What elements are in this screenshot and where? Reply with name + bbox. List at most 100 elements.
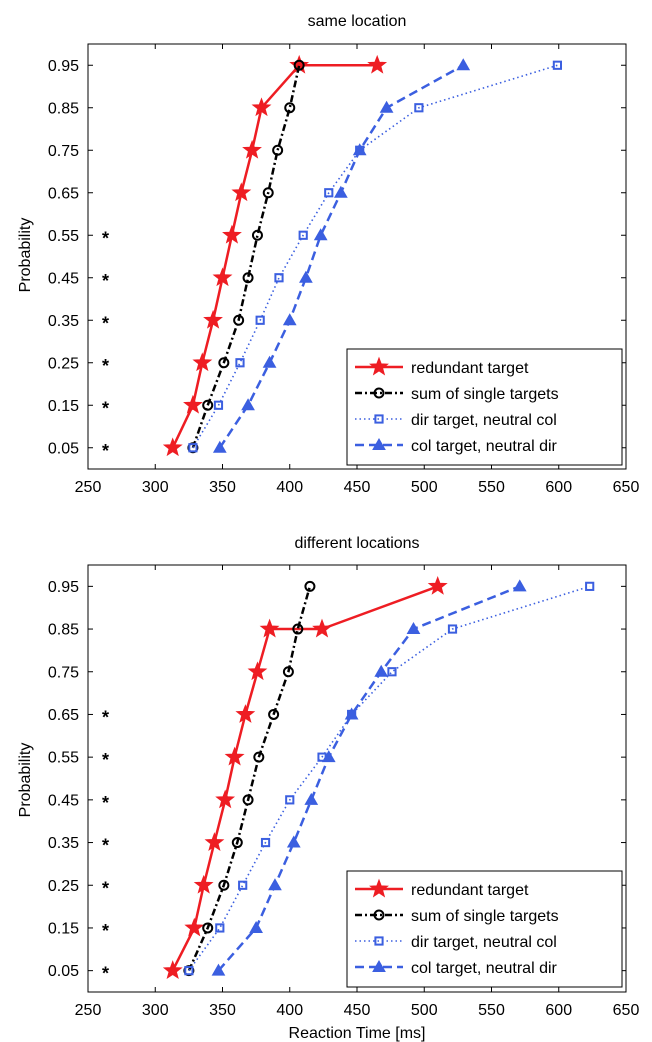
top-legend-redundant-target-point xyxy=(369,356,389,376)
top-col-target-neutral-dir-point xyxy=(333,185,348,198)
top-significance-mark: * xyxy=(102,271,109,291)
bottom-dir-target-neutral-col-point xyxy=(285,795,295,805)
bottom-dir-target-neutral-col-point xyxy=(447,624,458,634)
top-dir-target-neutral-col-point xyxy=(274,273,284,283)
top-redundant-target-point xyxy=(212,267,233,287)
top-legend-dir-target-neutral-col-point xyxy=(374,414,384,424)
bottom-y-tick-label: 0.85 xyxy=(48,622,79,639)
top-x-tick-label: 550 xyxy=(478,479,505,496)
bottom-legend-box xyxy=(346,870,623,988)
bottom-redundant-target-point xyxy=(224,746,245,766)
top-redundant-target-point xyxy=(367,54,388,74)
top-dir-target-neutral-col-point xyxy=(255,315,265,325)
bottom-significance-mark: * xyxy=(102,707,109,727)
bottom-y-tick-label: 0.35 xyxy=(48,835,79,852)
top-significance-mark: * xyxy=(102,441,109,461)
top-sum-of-single-targets-point xyxy=(218,357,230,369)
bottom-y-tick-label: 0.15 xyxy=(48,920,79,937)
top-panel: same location Probability 0.05 0.15 0.25 0.… xyxy=(17,13,639,496)
bottom-redundant-target-point xyxy=(235,704,256,723)
top-plot-content: 0.05 0.15 0.25 0.35 0.45 0.55 0.65 0.75 0.85 0.95… xyxy=(48,44,639,496)
bottom-sum-of-single-targets-point xyxy=(218,879,230,891)
top-redundant-target-point xyxy=(183,394,203,414)
bottom-panel-title: different locations xyxy=(294,535,419,552)
bottom-significance-mark: * xyxy=(102,878,109,898)
bottom-legend-label: sum of single targets xyxy=(411,908,559,925)
top-y-tick-label: 0.35 xyxy=(48,313,79,330)
bottom-redundant-target-point xyxy=(193,874,214,894)
top-dir-target-neutral-col-line xyxy=(192,64,558,449)
bottom-col-target-neutral-dir-line xyxy=(217,585,521,972)
bottom-redundant-target-point xyxy=(204,832,225,851)
top-redundant-target-point xyxy=(162,437,183,457)
bottom-y-tick-label: 0.75 xyxy=(48,664,79,681)
bottom-sum-of-single-targets-point xyxy=(242,794,254,806)
top-legend-label: redundant target xyxy=(411,360,529,377)
top-y-axis-label: Probability xyxy=(17,218,34,293)
bottom-x-tick-label: 400 xyxy=(276,1002,303,1019)
top-y-tick-label: 0.05 xyxy=(48,440,79,457)
bottom-sum-of-single-targets-line xyxy=(187,586,312,972)
bottom-redundant-target-point xyxy=(247,661,268,681)
bottom-dir-target-neutral-col-point xyxy=(260,837,271,848)
bottom-x-tick-label: 450 xyxy=(344,1002,371,1019)
bottom-x-tick-label: 600 xyxy=(545,1002,572,1019)
bottom-x-tick-label: 300 xyxy=(142,1002,169,1019)
top-y-tick-label: 0.25 xyxy=(48,355,79,372)
bottom-series-sum-of-single-targets xyxy=(183,580,316,977)
bottom-x-tick-label: 500 xyxy=(411,1002,438,1019)
bottom-significance-mark: * xyxy=(102,964,109,984)
bottom-col-target-neutral-dir-point xyxy=(286,835,301,848)
top-legend-label: col target, neutral dir xyxy=(411,438,558,455)
top-redundant-target-point xyxy=(242,139,262,159)
top-significance-mark: * xyxy=(102,313,109,333)
top-redundant-target-point xyxy=(222,224,242,244)
bottom-significance-mark: * xyxy=(102,750,109,770)
top-col-target-neutral-dir-point xyxy=(212,440,227,453)
top-dir-target-neutral-col-point xyxy=(188,443,198,453)
top-y-tick-label: 0.85 xyxy=(48,100,79,117)
top-significance-mark: * xyxy=(102,356,109,376)
top-y-tick-label: 0.45 xyxy=(48,270,79,287)
top-series-sum-of-single-targets xyxy=(187,59,305,454)
bottom-sum-of-single-targets-point xyxy=(231,837,243,849)
bottom-series-col-target-neutral-dir xyxy=(211,579,527,976)
top-significance-mark: * xyxy=(102,228,109,248)
top-dir-target-neutral-col-point xyxy=(414,103,424,113)
top-y-tick-label: 0.15 xyxy=(48,398,79,415)
top-x-tick-label: 600 xyxy=(545,479,572,496)
top-sum-of-single-targets-point xyxy=(293,59,305,71)
top-col-target-neutral-dir-point xyxy=(282,313,297,326)
bottom-legend-label: dir target, neutral col xyxy=(411,934,557,951)
top-panel-title: same location xyxy=(308,13,407,30)
top-col-target-neutral-dir-point xyxy=(313,228,328,241)
top-sum-of-single-targets-point xyxy=(233,314,245,326)
top-sum-of-single-targets-line xyxy=(191,65,301,449)
top-col-target-neutral-dir-point xyxy=(241,398,255,411)
bottom-dir-target-neutral-col-point xyxy=(215,923,225,933)
top-sum-of-single-targets-point xyxy=(242,272,254,284)
bottom-col-target-neutral-dir-point xyxy=(406,622,421,635)
bottom-sum-of-single-targets-point xyxy=(268,708,280,720)
top-dir-target-neutral-col-point xyxy=(235,358,245,368)
top-significance-mark: * xyxy=(102,398,109,418)
bottom-x-tick-label: 350 xyxy=(209,1002,236,1019)
top-sum-of-single-targets-point xyxy=(251,229,263,241)
bottom-redundant-target-point xyxy=(312,618,332,638)
bottom-col-target-neutral-dir-point xyxy=(304,792,319,805)
top-col-target-neutral-dir-line xyxy=(218,64,464,449)
top-legend-label: sum of single targets xyxy=(411,386,559,403)
top-legend-sum-of-single-targets-point xyxy=(373,387,385,399)
bottom-significance-mark: * xyxy=(102,793,109,813)
bottom-col-target-neutral-dir-point xyxy=(268,878,282,891)
bottom-redundant-target-point xyxy=(259,618,280,638)
bottom-y-axis-label: Probability xyxy=(17,743,34,818)
top-legend-label: dir target, neutral col xyxy=(411,412,557,429)
bottom-redundant-target-point xyxy=(215,789,236,809)
top-dir-target-neutral-col-point xyxy=(552,60,563,70)
top-x-tick-label: 400 xyxy=(276,479,303,496)
top-x-tick-label: 500 xyxy=(411,479,438,496)
top-legend-col-target-neutral-dir-point xyxy=(372,437,386,450)
bottom-col-target-neutral-dir-point xyxy=(512,579,527,592)
